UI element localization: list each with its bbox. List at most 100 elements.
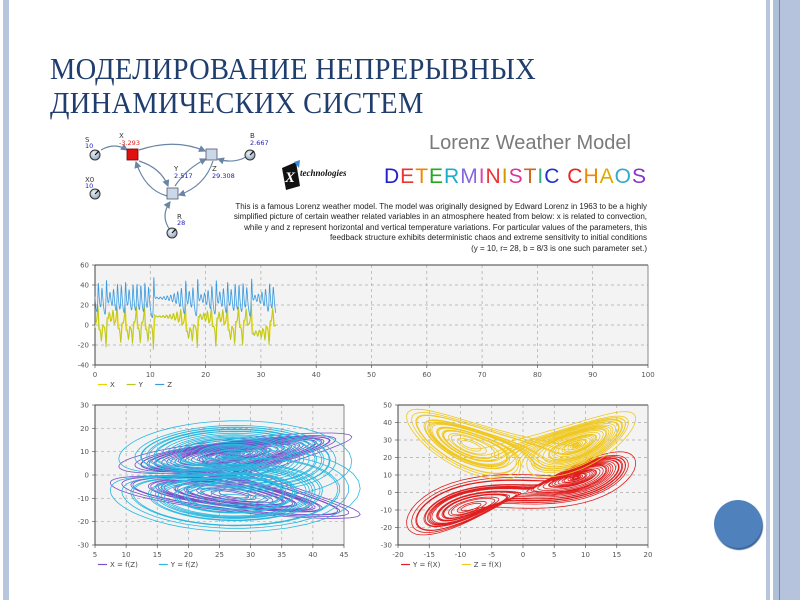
y-tick-label: 0 [85, 472, 89, 480]
y-tick-label: -20 [78, 518, 89, 526]
slide-title: МОДЕЛИРОВАНИЕ НЕПРЕРЫВНЫХ ДИНАМИЧЕСКИХ С… [50, 52, 536, 120]
param-b-label: B [250, 132, 255, 140]
y-tick-label: -40 [78, 362, 89, 370]
deterministic-chaos-heading: DETERMINISTIC CHAOS [384, 165, 647, 189]
stock-x-node[interactable] [126, 148, 139, 161]
stock-z-node[interactable] [205, 148, 218, 161]
model-title: Lorenz Weather Model [429, 132, 631, 154]
chaos-letter: S [508, 165, 524, 188]
chaos-letter: S [631, 165, 647, 188]
x-tick-label: 35 [277, 551, 286, 559]
legend-item: X [110, 381, 115, 389]
x-tick-label: 15 [153, 551, 162, 559]
xj-technologies-logo: X [282, 160, 300, 190]
x-tick-label: 20 [201, 371, 210, 379]
legend-item: Y = f(X) [412, 561, 441, 569]
chart-1: 0 10 20 30 40 50 60 70 80 90 100 60 40 20 0 -20 -40 X Y Z [78, 262, 655, 390]
y-tick-label: -30 [381, 542, 392, 550]
legend-item: X = f(Z) [110, 561, 138, 569]
param-x0-label: X0 [85, 176, 94, 184]
slide-right-border-thin [766, 0, 770, 600]
param-b-value: 2.667 [250, 139, 269, 147]
x-tick-label: 25 [215, 551, 224, 559]
x-tick-label: -15 [424, 551, 435, 559]
y-tick-label: 0 [85, 322, 89, 330]
y-tick-label: 30 [80, 402, 89, 410]
x-tick-label: 40 [312, 371, 321, 379]
y-tick-label: -20 [78, 342, 89, 350]
y-tick-label: -10 [381, 507, 392, 515]
param-s-dial-icon[interactable] [89, 149, 101, 161]
x-tick-label: 45 [340, 551, 349, 559]
param-r-value: 28 [177, 219, 185, 227]
description-line: simplified picture of certain weather re… [233, 212, 647, 222]
y-tick-label: 40 [80, 282, 89, 290]
legend-item: Y = f(Z) [170, 561, 199, 569]
y-tick-label: 20 [383, 454, 392, 462]
param-x0-value: 10 [85, 182, 93, 190]
chaos-letter: T [523, 165, 538, 188]
y-tick-label: 50 [383, 402, 392, 410]
y-tick-label: 60 [80, 262, 89, 270]
series-line [406, 451, 637, 536]
param-s-label: S [85, 136, 90, 144]
chaos-letter: I [478, 165, 486, 188]
chaos-letter: O [614, 165, 632, 188]
param-x0-dial-icon[interactable] [89, 188, 101, 200]
x-tick-label: 30 [246, 551, 255, 559]
stock-flow-diagram: S 10 X0 10 B 2.667 R 28 X -3.293 Z 29.30… [85, 132, 269, 239]
param-b-dial-icon[interactable] [244, 149, 256, 161]
x-tick-label: -20 [392, 551, 403, 559]
x-tick-label: 0 [521, 551, 525, 559]
param-s-value: 10 [85, 142, 93, 150]
stock-y-node[interactable] [166, 187, 179, 200]
description-line: (y = 10, r= 28, b = 8/3 is one such para… [471, 243, 647, 253]
stock-z-label: Z [212, 165, 217, 173]
svg-text:X: X [284, 170, 296, 186]
stock-z-value: 29.308 [212, 172, 235, 180]
description-line: feedback structure exhibits deterministi… [329, 233, 647, 243]
description-line: while y and z represent horizontal and v… [244, 222, 647, 232]
legend-item: Z [167, 381, 172, 389]
x-tick-label: 100 [641, 371, 654, 379]
y-tick-label: 10 [383, 472, 392, 480]
stock-y-value: 2.517 [174, 172, 193, 180]
x-tick-label: 90 [588, 371, 597, 379]
x-tick-label: -5 [488, 551, 495, 559]
legend-item: Y [138, 381, 144, 389]
slide-title-line-2: ДИНАМИЧЕСКИХ СИСТЕМ [50, 85, 424, 120]
x-tick-label: 20 [644, 551, 653, 559]
x-tick-label: 70 [478, 371, 487, 379]
description-line: This is a famous Lorenz weather model. T… [235, 202, 647, 211]
chart-3: -20 -15 -10 -5 0 5 10 15 2050403020100-10-20-30Y… [381, 402, 653, 570]
x-tick-label: 80 [533, 371, 542, 379]
x-tick-label: 5 [93, 551, 97, 559]
chaos-letter: C [544, 165, 561, 188]
y-tick-label: -20 [381, 524, 392, 532]
x-tick-label: 20 [184, 551, 193, 559]
x-tick-label: 0 [93, 371, 97, 379]
chaos-letter: H [583, 165, 600, 188]
chaos-letter: M [460, 165, 479, 188]
y-tick-label: -30 [78, 542, 89, 550]
chaos-letter: I [501, 165, 509, 188]
legend-item: Z = f(X) [474, 561, 502, 569]
y-tick-label: 10 [80, 448, 89, 456]
param-r-dial-icon[interactable] [166, 227, 178, 239]
decorative-circle [714, 500, 762, 548]
x-tick-label: 5 [552, 551, 556, 559]
slide-right-border-wide [773, 0, 800, 600]
x-tick-label: 10 [146, 371, 155, 379]
chaos-letter: D [384, 165, 401, 188]
chart-2: 5 10 15 20 25 30 35 40 45 30 20 10 0 -10 -20 -30 X = f(Z… [78, 402, 361, 569]
y-tick-label: 40 [383, 419, 392, 427]
chaos-letter: N [485, 165, 502, 188]
x-tick-label: 10 [122, 551, 131, 559]
param-r-label: R [177, 213, 182, 221]
chaos-letter: I [537, 165, 545, 188]
y-tick-label: 20 [80, 302, 89, 310]
chaos-letter: E [429, 165, 445, 188]
logo-text: technologies [300, 168, 347, 178]
slide-left-border [3, 0, 9, 600]
